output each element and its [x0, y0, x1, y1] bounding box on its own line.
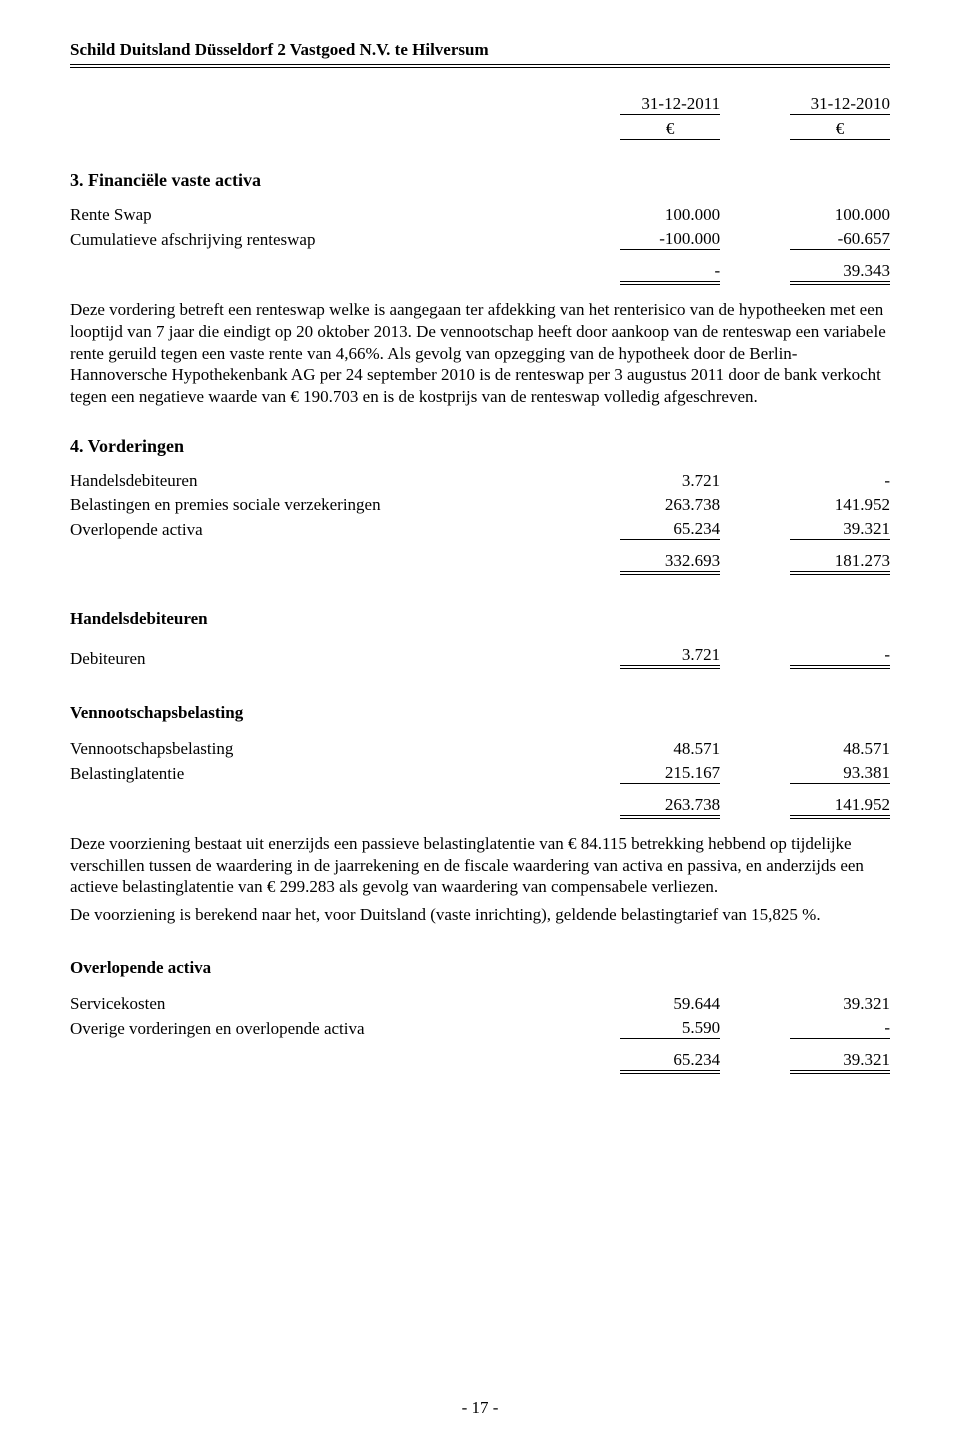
table-total-row: 65.234 39.321	[70, 1048, 890, 1076]
row-value-1: 48.571	[550, 737, 720, 761]
col-currency-1: €	[550, 117, 720, 142]
total-value-2: 141.952	[720, 793, 890, 821]
table-row: Belastinglatentie 215.167 93.381	[70, 761, 890, 786]
row-value-1: 3.721	[550, 469, 720, 493]
row-label: Overige vorderingen en overlopende activ…	[70, 1016, 550, 1041]
row-value-1: 3.721	[550, 643, 720, 671]
row-label: Cumulatieve afschrijving renteswap	[70, 227, 550, 252]
row-value-2: 39.321	[720, 992, 890, 1016]
total-value-2: 39.343	[720, 259, 890, 287]
total-value-2: 39.321	[720, 1048, 890, 1076]
row-value-2: 39.321	[720, 517, 890, 542]
section-3-table: Rente Swap 100.000 100.000 Cumulatieve a…	[70, 203, 890, 287]
section-3-title: 3. Financiële vaste activa	[70, 170, 890, 191]
row-value-2: -60.657	[720, 227, 890, 252]
col-currency-2: €	[720, 117, 890, 142]
total-value-1: 332.693	[550, 549, 720, 577]
vennootschapsbelasting-table: Vennootschapsbelasting 48.571 48.571 Bel…	[70, 737, 890, 821]
row-value-1: 59.644	[550, 992, 720, 1016]
row-value-1: 100.000	[550, 203, 720, 227]
row-label: Handelsdebiteuren	[70, 469, 550, 493]
row-value-2: -	[720, 643, 890, 671]
row-value-1: 263.738	[550, 493, 720, 517]
overlopende-activa-table: Servicekosten 59.644 39.321 Overige vord…	[70, 992, 890, 1076]
row-value-2: 48.571	[720, 737, 890, 761]
overlopende-activa-title: Overlopende activa	[70, 958, 890, 978]
row-label: Belastingen en premies sociale verzekeri…	[70, 493, 550, 517]
row-value-1: -100.000	[550, 227, 720, 252]
table-row: Belastingen en premies sociale verzekeri…	[70, 493, 890, 517]
page: Schild Duitsland Düsseldorf 2 Vastgoed N…	[0, 0, 960, 1448]
handelsdebiteuren-title: Handelsdebiteuren	[70, 609, 890, 629]
page-number: - 17 -	[0, 1398, 960, 1418]
handelsdebiteuren-table: Debiteuren 3.721 -	[70, 643, 890, 671]
row-value-2: 100.000	[720, 203, 890, 227]
vpb-note-2: De voorziening is berekend naar het, voo…	[70, 904, 890, 926]
table-row: Handelsdebiteuren 3.721 -	[70, 469, 890, 493]
table-row: Servicekosten 59.644 39.321	[70, 992, 890, 1016]
row-label: Rente Swap	[70, 203, 550, 227]
table-total-row: 332.693 181.273	[70, 549, 890, 577]
col-date-1: 31-12-2011	[550, 92, 720, 117]
table-total-row: - 39.343	[70, 259, 890, 287]
row-label: Debiteuren	[70, 643, 550, 671]
total-value-2: 181.273	[720, 549, 890, 577]
row-value-2: 93.381	[720, 761, 890, 786]
header-rule-upper	[70, 64, 890, 65]
table-row: Debiteuren 3.721 -	[70, 643, 890, 671]
total-value-1: 263.738	[550, 793, 720, 821]
section-4-title: 4. Vorderingen	[70, 436, 890, 457]
row-value-1: 5.590	[550, 1016, 720, 1041]
total-value-1: 65.234	[550, 1048, 720, 1076]
table-row: Overige vorderingen en overlopende activ…	[70, 1016, 890, 1041]
row-value-1: 215.167	[550, 761, 720, 786]
date-header-table: 31-12-2011 31-12-2010 € €	[70, 70, 890, 142]
row-label: Belastinglatentie	[70, 761, 550, 786]
table-row: Cumulatieve afschrijving renteswap -100.…	[70, 227, 890, 252]
row-value-2: -	[720, 469, 890, 493]
row-value-1: 65.234	[550, 517, 720, 542]
vpb-note-1: Deze voorziening bestaat uit enerzijds e…	[70, 833, 890, 898]
table-row: Overlopende activa 65.234 39.321	[70, 517, 890, 542]
row-label: Overlopende activa	[70, 517, 550, 542]
vennootschapsbelasting-title: Vennootschapsbelasting	[70, 703, 890, 723]
table-row: Rente Swap 100.000 100.000	[70, 203, 890, 227]
table-row: Vennootschapsbelasting 48.571 48.571	[70, 737, 890, 761]
section-4-table: Handelsdebiteuren 3.721 - Belastingen en…	[70, 469, 890, 577]
document-company-title: Schild Duitsland Düsseldorf 2 Vastgoed N…	[70, 40, 890, 60]
col-date-2: 31-12-2010	[720, 92, 890, 117]
row-value-2: 141.952	[720, 493, 890, 517]
table-total-row: 263.738 141.952	[70, 793, 890, 821]
header-rule-lower	[70, 67, 890, 68]
row-label: Servicekosten	[70, 992, 550, 1016]
row-value-2: -	[720, 1016, 890, 1041]
total-value-1: -	[550, 259, 720, 287]
row-label: Vennootschapsbelasting	[70, 737, 550, 761]
section-3-note: Deze vordering betreft een renteswap wel…	[70, 299, 890, 408]
